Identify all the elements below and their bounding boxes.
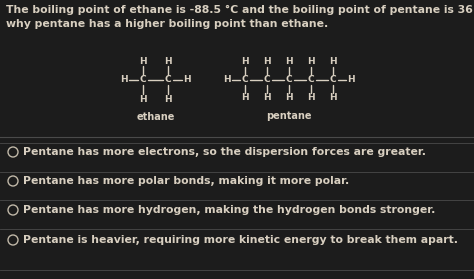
Text: H: H	[347, 76, 355, 85]
Text: H: H	[223, 76, 231, 85]
Text: C: C	[140, 76, 146, 85]
Text: Pentane has more electrons, so the dispersion forces are greater.: Pentane has more electrons, so the dispe…	[23, 147, 426, 157]
Text: Pentane is heavier, requiring more kinetic energy to break them apart.: Pentane is heavier, requiring more kinet…	[23, 235, 458, 245]
Text: The boiling point of ethane is -88.5 °C and the boiling point of pentane is 36.0: The boiling point of ethane is -88.5 °C …	[6, 5, 474, 15]
Text: H: H	[139, 95, 147, 104]
Text: ethane: ethane	[137, 112, 175, 122]
Text: C: C	[330, 76, 337, 85]
Text: H: H	[285, 57, 293, 66]
Text: C: C	[264, 76, 270, 85]
Text: H: H	[241, 93, 249, 102]
Text: H: H	[307, 93, 315, 102]
Text: C: C	[308, 76, 314, 85]
Text: H: H	[164, 95, 172, 104]
Text: H: H	[241, 57, 249, 66]
Text: H: H	[164, 57, 172, 66]
Text: H: H	[183, 76, 191, 85]
Text: Pentane has more hydrogen, making the hydrogen bonds stronger.: Pentane has more hydrogen, making the hy…	[23, 205, 436, 215]
Text: H: H	[285, 93, 293, 102]
Text: Pentane has more polar bonds, making it more polar.: Pentane has more polar bonds, making it …	[23, 176, 349, 186]
Text: H: H	[139, 57, 147, 66]
Text: pentane: pentane	[266, 111, 312, 121]
Text: why pentane has a higher boiling point than ethane.: why pentane has a higher boiling point t…	[6, 19, 328, 29]
Text: H: H	[263, 57, 271, 66]
Text: C: C	[286, 76, 292, 85]
Text: H: H	[263, 93, 271, 102]
Text: H: H	[329, 57, 337, 66]
Text: H: H	[120, 76, 128, 85]
Text: C: C	[164, 76, 171, 85]
Text: H: H	[329, 93, 337, 102]
Text: H: H	[307, 57, 315, 66]
Text: C: C	[242, 76, 248, 85]
